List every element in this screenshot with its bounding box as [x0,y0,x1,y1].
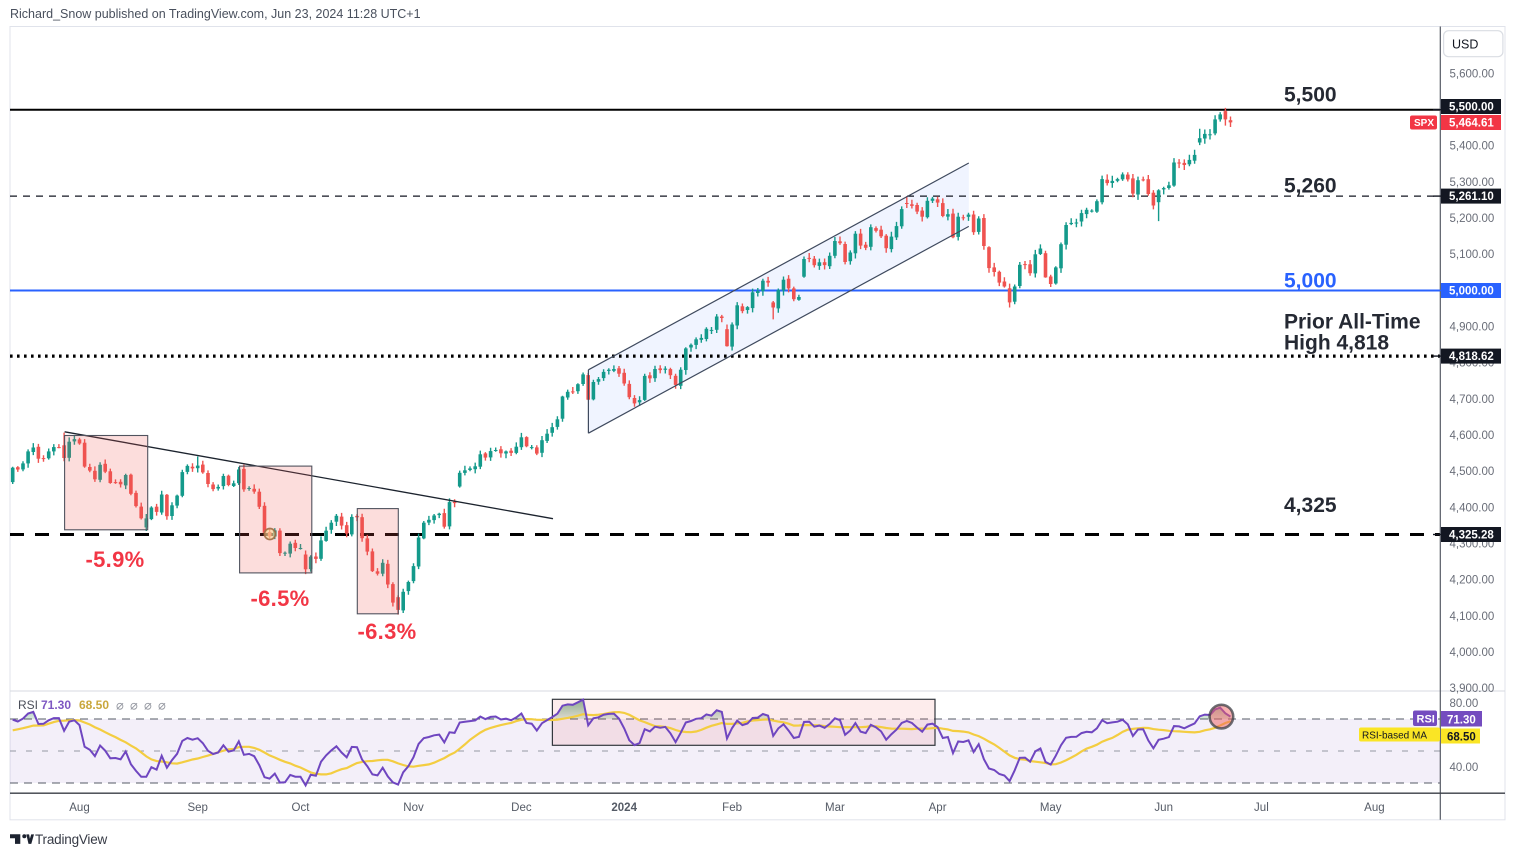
svg-text:68.50: 68.50 [79,698,109,712]
svg-text:May: May [1040,802,1062,814]
svg-text:Aug: Aug [1364,802,1384,814]
svg-text:SPX: SPX [1414,118,1434,129]
svg-text:Aug: Aug [69,802,89,814]
svg-text:5,500.00: 5,500.00 [1449,101,1494,113]
svg-text:4,000.00: 4,000.00 [1450,647,1495,659]
svg-text:3,900.00: 3,900.00 [1450,683,1495,695]
svg-text:4,100.00: 4,100.00 [1450,611,1495,623]
svg-text:80.00: 80.00 [1450,698,1479,710]
svg-text:4,325.28: 4,325.28 [1449,529,1494,541]
svg-text:5,260: 5,260 [1284,175,1337,198]
svg-text:4,818.62: 4,818.62 [1449,351,1494,363]
svg-text:2024: 2024 [611,802,637,814]
svg-text:Oct: Oct [292,802,311,814]
svg-text:4,325: 4,325 [1284,494,1337,517]
svg-text:-6.3%: -6.3% [358,619,417,644]
svg-text:⌀: ⌀ [130,698,138,713]
svg-text:Jul: Jul [1254,802,1269,814]
svg-text:5,000.00: 5,000.00 [1449,285,1494,297]
svg-text:71.30: 71.30 [41,698,71,712]
svg-text:5,200.00: 5,200.00 [1450,213,1495,225]
svg-text:68.50: 68.50 [1447,731,1476,743]
svg-text:High 4,818: High 4,818 [1284,332,1389,355]
svg-text:71.30: 71.30 [1447,714,1476,726]
svg-text:4,900.00: 4,900.00 [1450,322,1495,334]
svg-text:40.00: 40.00 [1450,762,1479,774]
svg-text:TradingView: TradingView [35,832,108,847]
svg-text:5,464.61: 5,464.61 [1449,117,1494,129]
svg-text:Feb: Feb [722,802,742,814]
svg-text:Mar: Mar [825,802,845,814]
svg-text:Prior All-Time: Prior All-Time [1284,311,1421,334]
svg-text:⌀: ⌀ [144,698,152,713]
svg-text:RSI: RSI [1417,714,1435,726]
svg-text:Jun: Jun [1154,802,1173,814]
svg-text:Sep: Sep [187,802,207,814]
svg-text:Nov: Nov [403,802,424,814]
svg-text:Apr: Apr [929,802,947,814]
svg-text:⌀: ⌀ [116,698,124,713]
svg-text:-5.9%: -5.9% [86,547,145,572]
svg-text:-6.5%: -6.5% [251,586,310,611]
svg-text:4,700.00: 4,700.00 [1450,394,1495,406]
svg-text:Richard_Snow published on Trad: Richard_Snow published on TradingView.co… [10,7,421,21]
svg-text:RSI: RSI [18,698,38,712]
svg-text:Dec: Dec [511,802,532,814]
svg-text:5,100.00: 5,100.00 [1450,249,1495,261]
svg-text:RSI-based MA: RSI-based MA [1362,730,1427,741]
svg-text:5,400.00: 5,400.00 [1450,141,1495,153]
svg-text:4,400.00: 4,400.00 [1450,502,1495,514]
svg-text:4,600.00: 4,600.00 [1450,430,1495,442]
svg-text:5,000: 5,000 [1284,270,1337,293]
svg-text:4,200.00: 4,200.00 [1450,575,1495,587]
svg-text:5,600.00: 5,600.00 [1450,68,1495,80]
svg-text:USD: USD [1452,38,1478,52]
svg-text:5,500: 5,500 [1284,84,1337,107]
svg-text:4,500.00: 4,500.00 [1450,466,1495,478]
svg-text:⌀: ⌀ [158,698,166,713]
svg-text:5,300.00: 5,300.00 [1450,177,1495,189]
svg-text:5,261.10: 5,261.10 [1449,191,1494,203]
